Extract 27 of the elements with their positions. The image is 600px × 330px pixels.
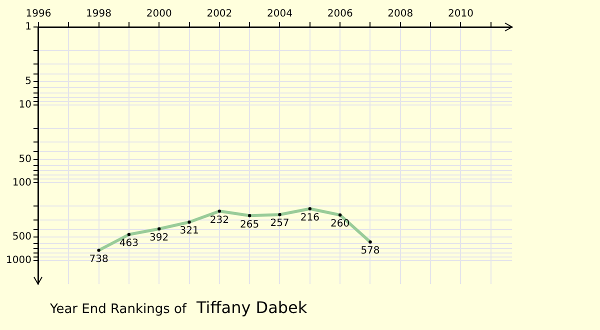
x-tick-label: 2010 xyxy=(448,8,474,20)
data-label: 232 xyxy=(210,214,229,226)
data-label: 578 xyxy=(360,246,380,257)
text: Year End Rankings of xyxy=(50,302,187,317)
data-label: 738 xyxy=(89,254,108,265)
y-tick-label: 1000 xyxy=(6,255,32,266)
y-tick-label: 100 xyxy=(12,177,32,188)
data-label: 265 xyxy=(240,219,260,230)
data-label: 392 xyxy=(150,232,169,244)
y-tick-label: 1 xyxy=(25,22,32,33)
data-label: 257 xyxy=(270,218,290,230)
y-tick-label: 50 xyxy=(18,154,32,165)
x-tick-label: 1998 xyxy=(86,8,112,20)
y-tick-label: 500 xyxy=(12,232,32,243)
data-label: 321 xyxy=(180,226,199,237)
data-label: 463 xyxy=(119,238,138,250)
x-tick-label: 2002 xyxy=(206,8,232,20)
x-tick-label: 2006 xyxy=(327,8,353,20)
data-label: 216 xyxy=(300,212,320,224)
y-tick-label: 10 xyxy=(18,99,32,110)
x-tick-label: 2004 xyxy=(267,8,292,20)
x-tick-label: 2008 xyxy=(388,8,414,20)
x-tick-label: 2000 xyxy=(146,8,172,20)
x-tick-label: 1996 xyxy=(26,8,52,20)
data-label: 260 xyxy=(330,218,350,230)
y-tick-label: 5 xyxy=(25,76,32,88)
text: Tiffany Dabek xyxy=(196,298,308,317)
